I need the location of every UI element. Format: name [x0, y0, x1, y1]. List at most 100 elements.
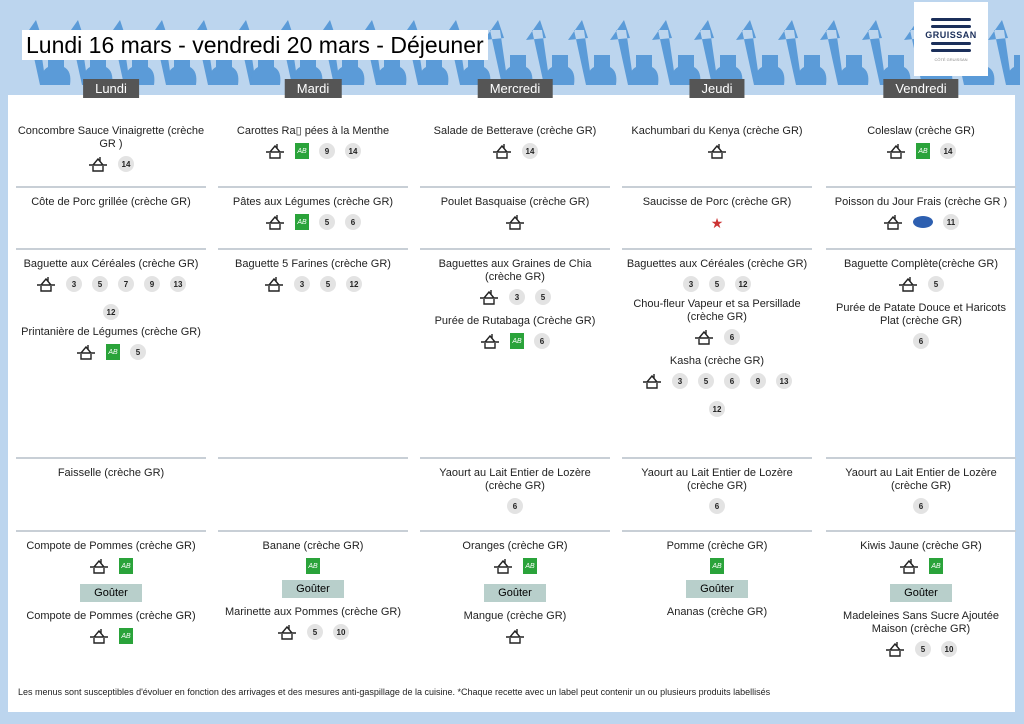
menu-row: Banane (crèche GR) AB Goûter Marinette aux … — [218, 530, 408, 680]
organic-ab-icon: AB — [295, 214, 309, 230]
allergen-badge: 6 — [345, 214, 361, 230]
allergen-badge: 5 — [928, 276, 944, 292]
dish-name: Poulet Basquaise (crèche GR) — [440, 196, 590, 208]
allergen-badge: 3 — [66, 276, 82, 292]
dish-name: Purée de Patate Douce et Haricots Plat (… — [836, 302, 1006, 327]
dish-name: Concombre Sauce Vinaigrette (crèche GR ) — [17, 125, 205, 150]
dish-name: Baguette Complète(crèche GR) — [843, 258, 999, 270]
allergen-badge: 9 — [319, 143, 335, 159]
menu-row: Salade de Betterave (crèche GR) 14 — [420, 117, 610, 186]
menu-row: Baguette aux Céréales (crèche GR) 3 5 7 9 13 1… — [16, 248, 206, 457]
homemade-icon — [642, 373, 662, 393]
dish-name: Compote de Pommes (crèche GR) — [26, 540, 196, 552]
footer-note: Les menus sont susceptibles d'évoluer en… — [18, 687, 771, 697]
homemade-icon — [89, 558, 109, 578]
homemade-icon — [264, 276, 284, 296]
allergen-badge: 14 — [345, 143, 361, 159]
allergen-badge: 9 — [750, 373, 766, 389]
organic-ab-icon: AB — [523, 558, 537, 574]
allergen-badge: 14 — [522, 143, 538, 159]
allergen-badge: 3 — [672, 373, 688, 389]
menu-row: Côte de Porc grillée (crèche GR) — [16, 186, 206, 248]
organic-ab-icon: AB — [306, 558, 320, 574]
msc-label-icon — [913, 216, 933, 228]
allergen-badge: 6 — [534, 333, 550, 349]
dish-name: Pomme (crèche GR) — [666, 540, 768, 552]
allergen-badge: 5 — [92, 276, 108, 292]
menu-item: Yaourt au Lait Entier de Lozère (crèche … — [826, 467, 1016, 514]
gouter-label: Goûter — [282, 580, 344, 598]
homemade-icon — [707, 143, 727, 163]
day-header: Mercredi — [477, 79, 553, 98]
homemade-icon — [76, 344, 96, 364]
menu-item: Pâtes aux Légumes (crèche GR) AB 5 6 — [218, 196, 408, 234]
menu-row: Oranges (crèche GR) AB Goûter Mangue (crèch… — [420, 530, 610, 680]
menu-row: Baguette Complète(crèche GR) 5 Purée de Pa… — [826, 248, 1016, 457]
menu-item: Baguette Complète(crèche GR) 5 — [826, 258, 1016, 296]
homemade-icon — [493, 558, 513, 578]
allergen-badge: 6 — [709, 498, 725, 514]
dish-name: Kachumbari du Kenya (crèche GR) — [631, 125, 803, 137]
dish-name: Baguettes aux Graines de Chia (crèche GR… — [438, 258, 592, 283]
menu-item: Coleslaw (crèche GR) AB 14 — [826, 125, 1016, 163]
menu-item: Kiwis Jaune (crèche GR) AB — [826, 540, 1016, 578]
menu-item: Concombre Sauce Vinaigrette (crèche GR )… — [16, 125, 206, 176]
menu-item: Marinette aux Pommes (crèche GR) 5 10 — [218, 606, 408, 644]
gouter-label: Goûter — [484, 584, 546, 602]
allergen-badge: 5 — [320, 276, 336, 292]
menu-row: Yaourt au Lait Entier de Lozère (crèche … — [826, 457, 1016, 530]
dish-name: Baguette 5 Farines (crèche GR) — [235, 258, 391, 270]
dish-name: Pâtes aux Légumes (crèche GR) — [232, 196, 394, 208]
dish-name: Madeleines Sans Sucre Ajoutée Maison (cr… — [843, 610, 999, 635]
dish-name: Coleslaw (crèche GR) — [867, 125, 975, 137]
menu-row: Carottes Ra▯ pées à la Menthe AB 9 14 — [218, 117, 408, 186]
menu-row: Baguettes aux Graines de Chia (crèche GR… — [420, 248, 610, 457]
organic-ab-icon: AB — [929, 558, 943, 574]
allergen-badge: 6 — [724, 329, 740, 345]
dish-name: Chou-fleur Vapeur et sa Persillade (crèc… — [633, 298, 801, 323]
page-title: Lundi 16 mars - vendredi 20 mars - Déjeu… — [22, 30, 488, 60]
homemade-icon — [694, 329, 714, 349]
allergen-badge: 5 — [319, 214, 335, 230]
organic-ab-icon: AB — [710, 558, 724, 574]
homemade-icon — [265, 214, 285, 234]
dish-name: Printanière de Légumes (crèche GR) — [21, 326, 201, 338]
dish-name: Kasha (crèche GR) — [669, 355, 765, 367]
dish-name: Oranges (crèche GR) — [462, 540, 568, 552]
allergen-badge: 5 — [698, 373, 714, 389]
menu-item: Baguettes aux Graines de Chia (crèche GR… — [420, 258, 610, 309]
organic-ab-icon: AB — [510, 333, 524, 349]
menu-item: Madeleines Sans Sucre Ajoutée Maison (cr… — [826, 610, 1016, 661]
homemade-icon — [479, 289, 499, 309]
menu-item: Yaourt au Lait Entier de Lozère (crèche … — [420, 467, 610, 514]
allergen-badge: 13 — [776, 373, 792, 389]
allergen-badge: 12 — [103, 304, 119, 320]
menu-item: Oranges (crèche GR) AB — [420, 540, 610, 578]
day-header: Lundi — [83, 79, 139, 98]
logo-tagline: CÔTÉ GRUISSAN — [934, 57, 968, 62]
allergen-badge: 6 — [913, 498, 929, 514]
menu-row: Baguettes aux Céréales (crèche GR) 3 5 12 Ch… — [622, 248, 812, 457]
allergen-badge: 5 — [709, 276, 725, 292]
allergen-badge: 6 — [507, 498, 523, 514]
day-header: Jeudi — [689, 79, 745, 98]
homemade-icon — [480, 333, 500, 353]
menu-item: Compote de Pommes (crèche GR) AB — [16, 610, 206, 648]
menu-row — [218, 457, 408, 530]
allergen-badge: 10 — [941, 641, 957, 657]
allergen-badge: 12 — [346, 276, 362, 292]
allergen-badge: 9 — [144, 276, 160, 292]
dish-name: Baguette aux Céréales (crèche GR) — [23, 258, 199, 270]
menu-row: Concombre Sauce Vinaigrette (crèche GR )… — [16, 117, 206, 186]
menu-row: Poisson du Jour Frais (crèche GR ) 11 — [826, 186, 1016, 248]
dish-name: Compote de Pommes (crèche GR) — [26, 610, 196, 622]
homemade-icon — [265, 143, 285, 163]
allergen-badge: 14 — [118, 156, 134, 172]
menu-row: Baguette 5 Farines (crèche GR) 3 5 12 — [218, 248, 408, 457]
menu-row: Yaourt au Lait Entier de Lozère (crèche … — [622, 457, 812, 530]
allergen-badge: 11 — [943, 214, 959, 230]
menu-item: Banane (crèche GR) AB — [218, 540, 408, 574]
menu-item: Chou-fleur Vapeur et sa Persillade (crèc… — [622, 298, 812, 349]
menu-item: Kachumbari du Kenya (crèche GR) — [622, 125, 812, 163]
allergen-badge: 6 — [913, 333, 929, 349]
